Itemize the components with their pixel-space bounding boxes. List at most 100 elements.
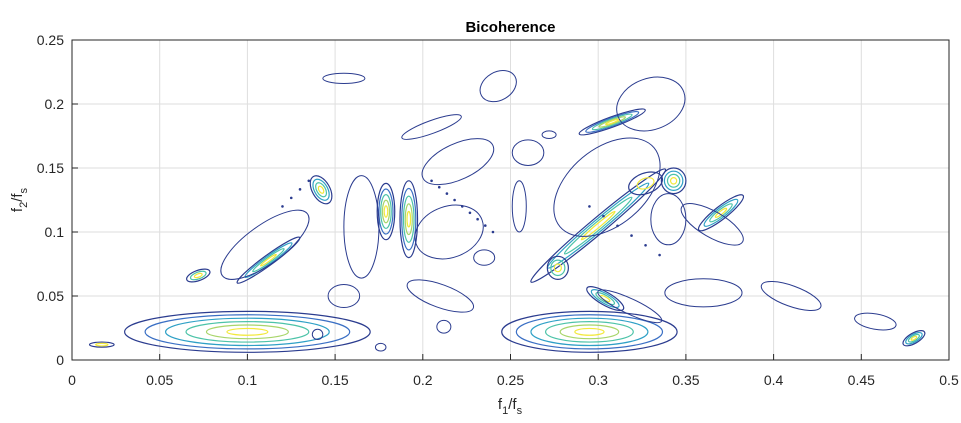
x-tick-label: 0.15 xyxy=(321,372,348,388)
contour-outline xyxy=(479,70,517,103)
y-axis-label-sub1: 2 xyxy=(18,202,30,208)
contour-outline xyxy=(311,328,324,341)
contour-region xyxy=(628,171,664,196)
x-tick-label: 0.4 xyxy=(764,372,784,388)
contour-dot xyxy=(281,205,284,208)
x-axis-label-main: f xyxy=(498,396,503,413)
contour-dot xyxy=(445,192,449,195)
x-tick-label: 0.3 xyxy=(588,372,608,388)
contour-dot xyxy=(430,179,433,183)
contour-level xyxy=(501,310,678,353)
contour-outline xyxy=(220,209,310,280)
contour-outline xyxy=(374,342,387,352)
contour-level xyxy=(260,253,277,267)
contour-level xyxy=(580,210,616,241)
contour-level xyxy=(205,324,289,340)
x-tick-label: 0.1 xyxy=(238,372,258,388)
contour-level xyxy=(595,292,616,306)
contour-region xyxy=(586,286,625,312)
x-axis-label-mid: /f xyxy=(508,396,517,413)
contour-set xyxy=(88,70,926,353)
contour-dot xyxy=(658,253,661,257)
contour-dot xyxy=(476,217,479,221)
contour-outline xyxy=(511,139,545,166)
y-tick-label: 0.1 xyxy=(45,224,65,240)
x-axis-label-sub2: s xyxy=(517,405,523,417)
contour-level xyxy=(563,196,633,255)
contour-level xyxy=(185,321,310,343)
contour-dot xyxy=(588,205,591,208)
contour-region xyxy=(902,330,926,347)
contour-dot xyxy=(453,198,456,202)
contour-level xyxy=(666,173,681,188)
contour-outline xyxy=(616,76,686,132)
contour-dot xyxy=(491,230,495,234)
x-axis-label-sub1: 1 xyxy=(502,405,508,417)
contour-outline xyxy=(322,72,366,85)
contour-level xyxy=(910,335,918,341)
contour-level xyxy=(544,321,634,343)
contour-level xyxy=(546,255,569,280)
x-tick-label: 0 xyxy=(68,372,76,388)
contour-level xyxy=(578,108,646,136)
y-axis-label-main: f xyxy=(9,207,26,212)
contour-level xyxy=(550,259,566,277)
contour-level xyxy=(124,310,371,353)
contour-region xyxy=(186,268,211,283)
chart-title: Bicoherence xyxy=(465,19,555,36)
contour-level xyxy=(530,317,649,347)
x-tick-label: 0.5 xyxy=(939,372,959,388)
contour-level xyxy=(515,314,664,350)
contour-level xyxy=(902,330,926,347)
y-tick-label: 0.25 xyxy=(37,32,64,48)
contour-outline xyxy=(664,278,743,308)
contour-level xyxy=(907,333,920,343)
contour-outline xyxy=(406,279,475,313)
contour-level xyxy=(605,118,620,126)
contour-level xyxy=(660,167,687,195)
contour-level xyxy=(598,116,627,128)
contour-level xyxy=(574,327,605,336)
contour-level xyxy=(88,341,115,348)
contour-outline xyxy=(650,193,687,246)
contour-dot xyxy=(468,211,472,215)
contour-region xyxy=(88,341,115,348)
contour-level xyxy=(189,270,207,281)
contour-level xyxy=(378,188,394,235)
x-tick-label: 0.35 xyxy=(672,372,699,388)
contour-level xyxy=(95,342,109,347)
contour-outline xyxy=(414,204,484,260)
contour-level xyxy=(401,187,417,251)
y-tick-label: 0.05 xyxy=(37,288,64,304)
x-tick-label: 0.05 xyxy=(146,372,173,388)
contour-region xyxy=(660,167,687,195)
contour-level xyxy=(317,185,325,194)
contour-level xyxy=(586,286,625,312)
y-axis-label: f2/fs xyxy=(9,187,30,212)
contour-region xyxy=(501,310,678,353)
contour-level xyxy=(236,236,301,284)
y-ticks: 0 0.05 0.1 0.15 0.2 0.25 xyxy=(37,32,78,368)
contour-outline xyxy=(760,281,822,311)
contour-level xyxy=(585,110,640,133)
contour-level xyxy=(636,177,655,190)
contour-level xyxy=(669,177,678,185)
contour-region xyxy=(376,182,396,241)
contour-outline xyxy=(473,249,496,266)
contour-level xyxy=(252,248,285,273)
contour-level xyxy=(315,182,328,198)
contour-outline xyxy=(327,283,361,309)
contour-region xyxy=(309,175,333,205)
contour-outline xyxy=(511,180,527,233)
x-axis-label: f1/fs xyxy=(498,396,523,417)
contour-level xyxy=(164,317,330,347)
contour-outline xyxy=(854,312,897,331)
contour-level xyxy=(226,327,269,336)
contour-outline xyxy=(421,138,495,186)
contour-dot xyxy=(298,188,302,191)
y-tick-label: 0 xyxy=(56,352,64,368)
contour-outline xyxy=(553,137,661,237)
y-tick-label: 0.15 xyxy=(37,160,64,176)
contour-level xyxy=(905,331,923,345)
